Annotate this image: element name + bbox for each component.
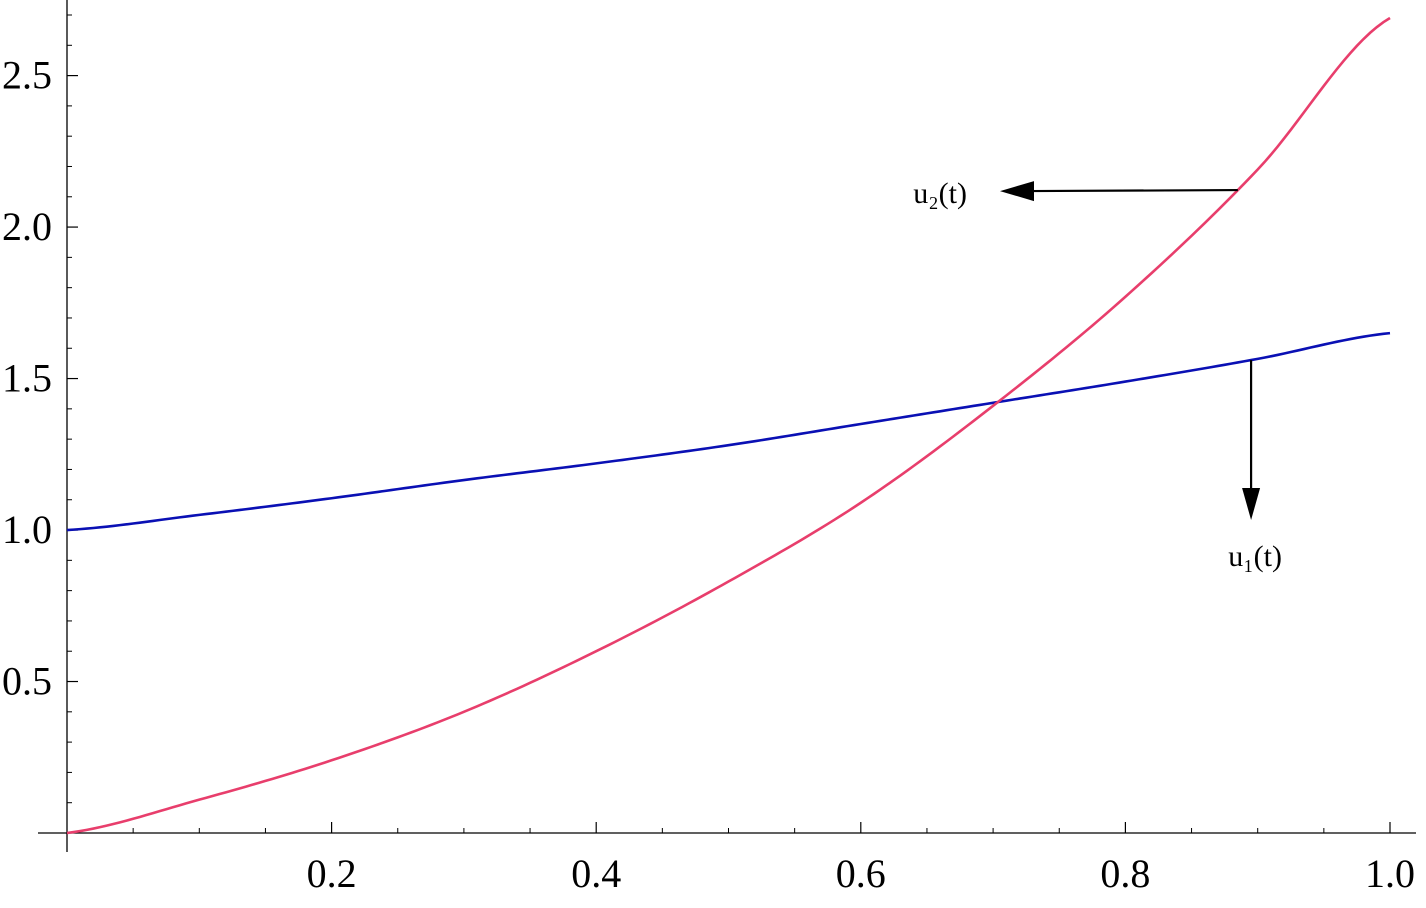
annotation-layer: u₂(t) u₁(t) [913,177,1282,573]
y-tick-label: 1.5 [2,356,52,401]
x-tick-label: 0.2 [307,851,357,896]
series-line-u1 [66,331,1391,532]
annotation-u2: u₂(t) [913,177,1238,210]
annotation-arrowhead [1000,181,1034,202]
x-tick-label: 0.8 [1100,851,1150,896]
y-tick-label: 1.0 [2,507,52,552]
y-tick-label: 2.0 [2,204,52,249]
y-tick-label: 0.5 [2,659,52,704]
annotation-u1: u₁(t) [1228,360,1282,573]
annotation-arrowhead [1242,488,1261,520]
x-tick-label: 0.4 [571,851,621,896]
series-layer [66,16,1391,835]
x-tick-label: 1.0 [1365,851,1415,896]
annotation-label: u₁(t) [1228,540,1282,573]
axes: 0.2 0.4 0.6 0.8 1.0 0.5 1.0 1.5 2.0 2.5 [2,0,1416,896]
series-line-u2 [66,16,1391,835]
annotation-label: u₂(t) [913,177,967,210]
x-tick-label: 0.6 [836,851,886,896]
annotation-arrow-line [1029,188,1238,193]
y-tick-label: 2.5 [2,53,52,98]
